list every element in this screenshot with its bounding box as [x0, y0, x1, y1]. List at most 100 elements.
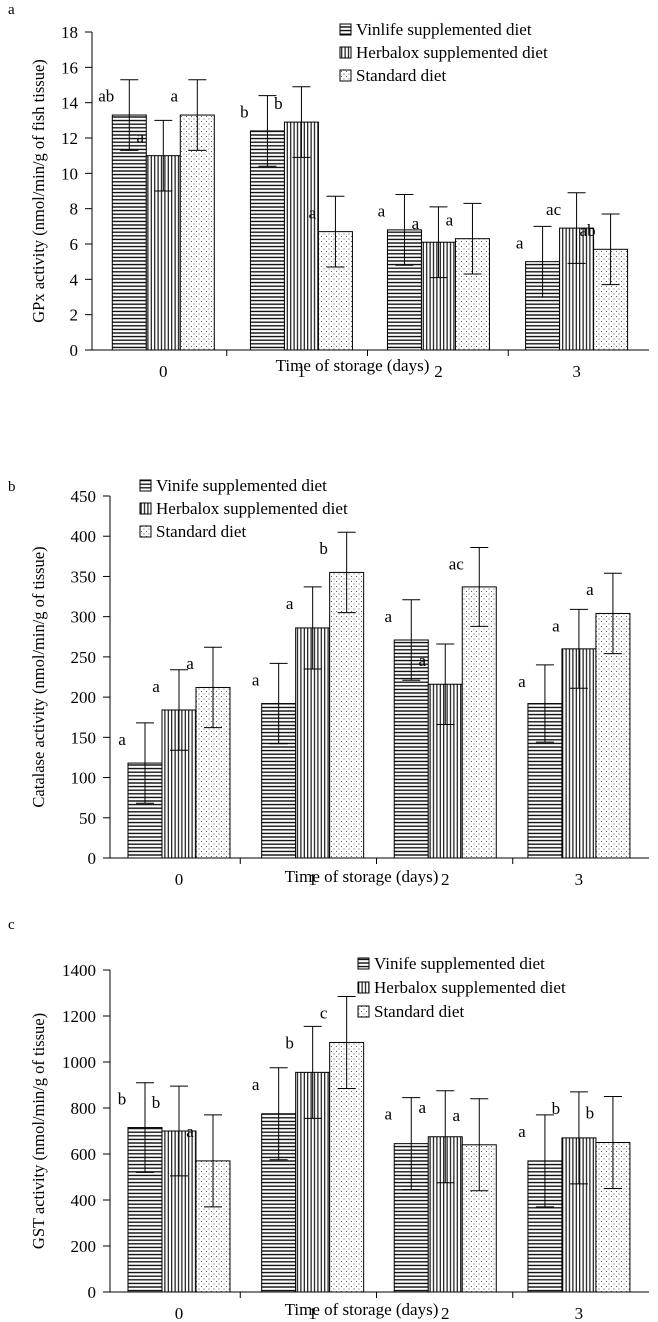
y-axis-label: Catalase activity (nmol/min/g of tissue) [29, 546, 48, 807]
x-axis-label: Time of storage (days) [285, 1300, 439, 1319]
y-tick-label: 200 [71, 688, 97, 707]
y-tick-label: 400 [71, 1191, 97, 1210]
panel-label: b [8, 479, 16, 495]
x-axis-label: Time of storage (days) [276, 356, 430, 375]
legend-entry: Standard diet [374, 1002, 464, 1021]
legend-swatch [139, 502, 152, 515]
y-tick-label: 2 [70, 306, 79, 325]
y-tick-label: 600 [71, 1145, 97, 1164]
panel-label: c [8, 917, 15, 933]
data-label: b [240, 103, 249, 122]
y-tick-label: 8 [70, 200, 79, 219]
y-tick-label: 14 [61, 94, 79, 113]
x-tick-label: 3 [575, 1304, 584, 1322]
data-label: a [171, 87, 179, 106]
y-tick-label: 300 [71, 608, 97, 627]
y-tick-label: 800 [71, 1099, 97, 1118]
x-tick-label: 0 [175, 1304, 184, 1322]
data-label: a [418, 651, 426, 670]
data-label: ab [98, 87, 114, 106]
data-label: ab [580, 221, 596, 240]
data-label: a [118, 730, 126, 749]
data-label: a [152, 677, 160, 696]
y-tick-label: 18 [61, 23, 78, 42]
legend-entry: Herbalox supplemented diet [374, 978, 566, 997]
data-label: b [152, 1093, 161, 1112]
x-tick-label: 1 [308, 1304, 317, 1322]
y-tick-label: 50 [79, 809, 96, 828]
bar [561, 1137, 597, 1293]
data-label: a [518, 1122, 526, 1141]
data-label: a [252, 1075, 260, 1094]
legend-swatch [139, 479, 152, 492]
data-label: a [384, 1105, 392, 1124]
legend-entry: Herbalox supplemented diet [156, 499, 348, 518]
data-label: a [186, 1122, 194, 1141]
y-tick-label: 200 [71, 1237, 97, 1256]
y-tick-label: 4 [70, 270, 79, 289]
legend-entry: Vinife supplemented diet [374, 954, 545, 973]
y-tick-label: 10 [61, 164, 78, 183]
y-tick-label: 6 [70, 235, 79, 254]
y-axis-label: GST activity (nmol/min/g of tissue) [29, 1013, 48, 1249]
legend-swatch [357, 957, 370, 970]
data-label: b [285, 1033, 294, 1052]
data-label: b [319, 539, 328, 558]
data-label: ac [449, 554, 465, 573]
bar [329, 571, 365, 859]
y-tick-label: 16 [61, 58, 78, 77]
panel-b: b 0 50 100 150 200 250 300 350 400 450 Catalase act… [8, 476, 649, 889]
data-label: a [378, 202, 386, 221]
y-tick-label: 350 [71, 567, 97, 586]
x-tick-label: 2 [441, 1304, 450, 1322]
bar [595, 612, 631, 859]
x-tick-label: 0 [159, 362, 168, 381]
legend-swatch [339, 23, 352, 36]
x-tick-label: 3 [572, 362, 581, 381]
y-tick-label: 400 [71, 527, 97, 546]
bar [461, 586, 497, 859]
y-tick-label: 1200 [62, 1007, 96, 1026]
y-tick-label: 0 [70, 341, 79, 360]
x-tick-label: 0 [175, 870, 184, 889]
data-label: c [320, 1003, 328, 1022]
data-label: a [452, 1106, 460, 1125]
y-tick-label: 0 [88, 849, 97, 868]
data-label: a [516, 233, 524, 252]
data-label: a [252, 670, 260, 689]
y-tick-label: 100 [71, 769, 97, 788]
data-label: b [586, 1104, 595, 1123]
y-tick-label: 250 [71, 648, 97, 667]
y-tick-label: 12 [61, 129, 78, 148]
y-tick-label: 450 [71, 487, 97, 506]
legend-entry: Herbalox supplemented diet [356, 43, 548, 62]
data-label: a [137, 127, 145, 146]
data-label: b [118, 1090, 127, 1109]
panel-label: a [8, 2, 15, 18]
data-label: ac [546, 200, 562, 219]
data-label: a [418, 1098, 426, 1117]
data-label: a [384, 607, 392, 626]
bar [283, 121, 319, 351]
data-label: a [412, 214, 420, 233]
y-tick-label: 150 [71, 728, 97, 747]
data-label: b [552, 1099, 561, 1118]
legend-swatch [357, 1005, 370, 1018]
x-tick-label: 2 [441, 870, 450, 889]
panel-c: c 0 200 400 600 800 1000 1200 1400 GST activity (… [8, 917, 649, 1322]
y-tick-label: 1400 [62, 961, 96, 980]
x-tick-label: 1 [308, 870, 317, 889]
legend-entry: Standard diet [156, 522, 246, 541]
legend-swatch [339, 46, 352, 59]
data-label: a [309, 203, 317, 222]
data-label: a [186, 654, 194, 673]
bar [111, 114, 147, 351]
data-label: a [446, 210, 454, 229]
y-tick-label: 0 [88, 1283, 97, 1302]
data-label: a [518, 672, 526, 691]
data-label: a [552, 616, 560, 635]
data-label: a [586, 580, 594, 599]
legend-entry: Standard diet [356, 66, 446, 85]
